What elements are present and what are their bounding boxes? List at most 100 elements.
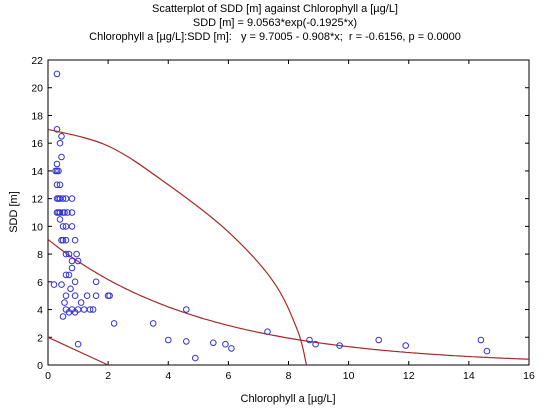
x-tick-label: 12 xyxy=(403,370,415,382)
fit-curves xyxy=(47,128,530,366)
scatter-point xyxy=(62,271,70,279)
scatter-point xyxy=(56,209,64,216)
scatter-point xyxy=(68,257,76,265)
scatter-point xyxy=(55,195,62,202)
x-tick-label: 10 xyxy=(343,370,355,382)
scatter-point xyxy=(375,336,383,344)
scatter-point xyxy=(59,195,67,202)
y-tick-label: 4 xyxy=(37,305,43,317)
scatter-point xyxy=(77,299,85,306)
scatter-point xyxy=(477,336,485,344)
y-tick-label: 2 xyxy=(37,332,43,344)
scatter-point xyxy=(53,70,61,78)
scatter-point xyxy=(59,313,67,320)
y-tick-label: 18 xyxy=(31,110,43,122)
x-tick-label: 8 xyxy=(286,370,292,382)
x-tick-label: 6 xyxy=(225,370,231,382)
chart-subtitle-equation: SDD [m] = 9.0563*exp(-0.1925*x) xyxy=(192,17,358,29)
scatter-point xyxy=(65,271,73,279)
scatter-point xyxy=(483,347,491,355)
y-tick-label: 8 xyxy=(37,249,43,261)
x-tick-label: 0 xyxy=(45,370,51,382)
chart-title: Scatterplot of SDD [m] against Chlorophy… xyxy=(151,3,398,15)
scatter-point xyxy=(312,340,319,348)
scatter-point xyxy=(65,309,73,316)
scatter-point xyxy=(228,345,235,352)
x-tick-label: 16 xyxy=(523,370,535,382)
scatter-point xyxy=(92,292,100,300)
scatter-point xyxy=(68,195,76,202)
scatter-point xyxy=(222,340,229,348)
scatter-point xyxy=(89,306,97,313)
scatter-point xyxy=(306,336,313,344)
scatter-point xyxy=(68,264,76,272)
exp-fit-curve xyxy=(47,238,530,360)
scatter-point xyxy=(64,209,71,216)
scatter-point xyxy=(58,281,65,288)
y-tick-label: 22 xyxy=(31,55,43,67)
scatter-point xyxy=(50,281,58,288)
scatter-point xyxy=(55,167,62,175)
scatter-point xyxy=(336,342,343,349)
scatter-point xyxy=(210,339,217,347)
scatter-point xyxy=(83,292,91,300)
scatter-point xyxy=(67,285,74,293)
scatter-point xyxy=(192,354,199,362)
scatter-point xyxy=(92,278,100,286)
scatter-point xyxy=(53,160,61,168)
scatter-point xyxy=(71,292,79,300)
y-tick-label: 14 xyxy=(31,166,43,178)
plot-area xyxy=(47,59,530,366)
scatter-point xyxy=(74,257,82,265)
data-points xyxy=(50,70,491,362)
scatter-point xyxy=(56,181,64,189)
scatter-point xyxy=(65,250,73,258)
scatter-point xyxy=(61,209,68,216)
lower-band-line xyxy=(47,336,109,366)
scatter-point xyxy=(61,299,68,306)
scatter-point xyxy=(62,250,70,258)
scatter-point xyxy=(53,126,61,133)
y-tick-label: 16 xyxy=(31,138,43,150)
scatter-point xyxy=(106,292,113,300)
chart-subtitle-regression: Chlorophyll a [µg/L]:SDD [m]: y = 9.7005… xyxy=(89,31,461,43)
scatter-point xyxy=(58,153,65,161)
scatter-point xyxy=(68,223,76,230)
scatter-point xyxy=(59,223,67,230)
x-tick-label: 14 xyxy=(463,370,475,382)
scatter-point xyxy=(264,328,271,336)
scatter-point xyxy=(402,342,410,349)
y-axis-label: SDD [m] xyxy=(8,191,20,233)
scatter-point xyxy=(62,292,70,300)
x-tick-label: 4 xyxy=(165,370,171,382)
y-tick-label: 20 xyxy=(31,83,43,95)
y-tick-label: 0 xyxy=(37,360,43,372)
x-tick-label: 2 xyxy=(105,370,111,382)
scatter-point xyxy=(73,250,80,258)
scatter-point xyxy=(86,306,94,313)
scatter-point xyxy=(53,181,61,189)
x-axis-label: Chlorophyll a [µg/L] xyxy=(241,393,336,405)
x-axis-ticks: 0 2 4 6 8 10 12 14 16 xyxy=(45,60,535,382)
scatter-point xyxy=(68,209,76,216)
scatter-point xyxy=(59,236,67,244)
scatter-point xyxy=(71,278,79,286)
scatter-point xyxy=(149,320,157,327)
scatter-point xyxy=(183,306,190,313)
y-tick-label: 6 xyxy=(37,277,43,289)
scatter-point xyxy=(110,320,118,327)
y-tick-label: 10 xyxy=(31,221,43,233)
scatter-point xyxy=(56,139,64,147)
scatter-point xyxy=(62,236,70,244)
scatter-point xyxy=(165,336,172,344)
scatter-point xyxy=(74,340,82,348)
scatter-point xyxy=(71,309,79,316)
y-tick-label: 12 xyxy=(31,194,43,206)
y-axis-ticks: 0 2 4 6 8 10 12 14 16 18 20 22 xyxy=(31,55,529,372)
scatter-point xyxy=(183,338,190,345)
scatter-point xyxy=(56,216,64,223)
scatter-point xyxy=(71,236,79,244)
scatter-point xyxy=(58,133,65,140)
confidence-ellipse xyxy=(47,128,308,366)
